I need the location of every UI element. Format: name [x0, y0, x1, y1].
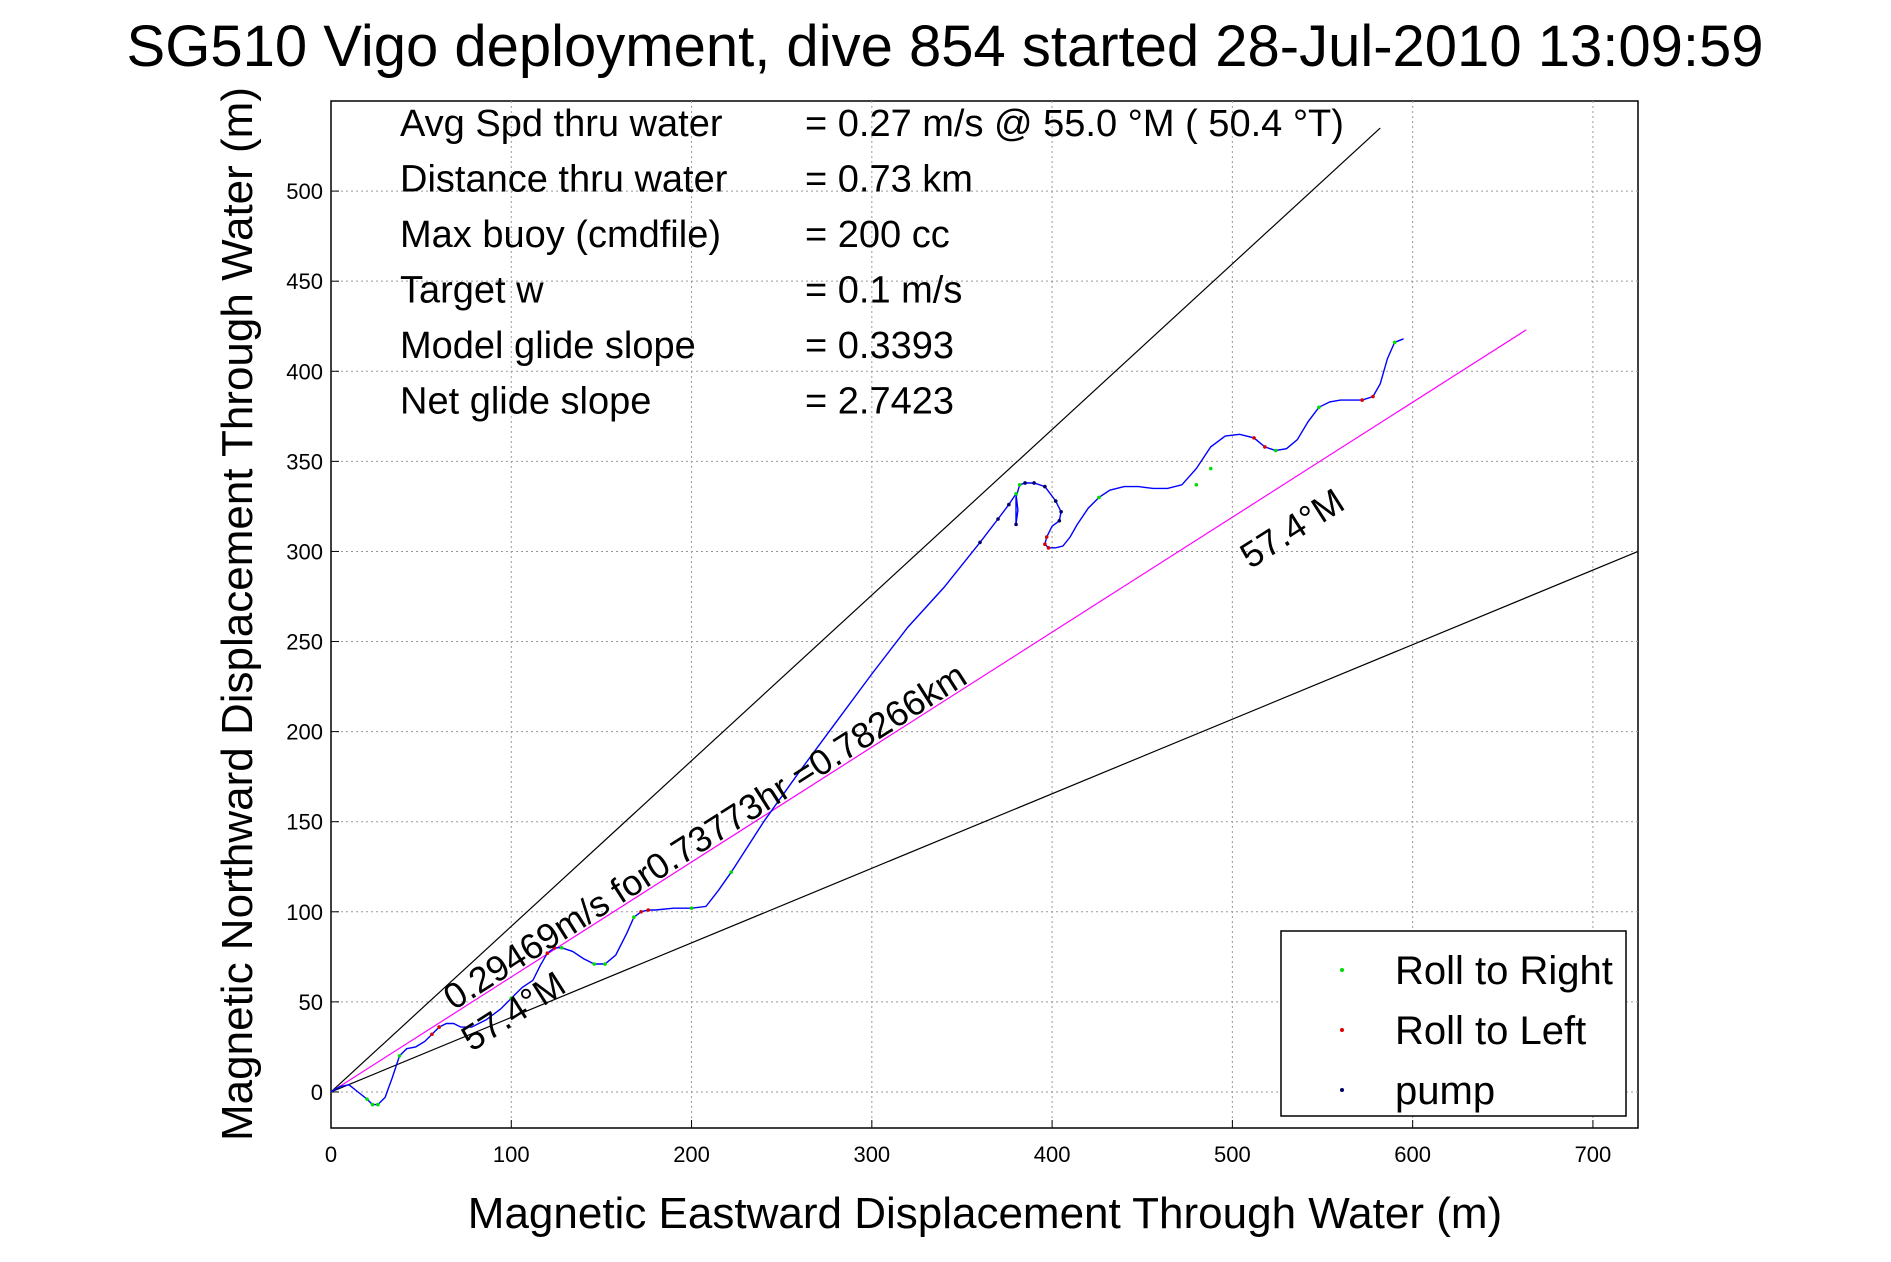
- tick-labels: 0 100 200 300 400 500 600 700 0 50 100 150 200 250 300…: [286, 179, 1611, 1167]
- marker-roll-to-right: [1208, 466, 1213, 471]
- y-tick-label: 450: [286, 269, 323, 294]
- legend: Roll to Right Roll to Left pump: [1280, 930, 1627, 1117]
- marker-roll-to-right: [376, 1102, 380, 1107]
- marker-roll-to-right: [1017, 482, 1022, 487]
- x-tick-label: 300: [853, 1142, 890, 1167]
- legend-marker-roll-to-right: [1340, 968, 1344, 972]
- x-tick-label: 700: [1575, 1142, 1612, 1167]
- marker-roll-to-right: [1014, 491, 1018, 496]
- y-tick-label: 50: [299, 990, 323, 1015]
- marker-pump: [996, 517, 1000, 521]
- marker-roll-to-left: [545, 951, 550, 956]
- legend-label-roll-to-right: Roll to Right: [1395, 949, 1613, 993]
- plot-area: [330, 100, 1639, 1129]
- stat-value: = 0.27 m/s @ 55.0 °M ( 50.4 °T): [805, 103, 1344, 145]
- x-axis-label: Magnetic Eastward Displacement Through W…: [468, 1189, 1502, 1238]
- x-tick-label: 100: [493, 1142, 530, 1167]
- marker-roll-to-right: [729, 870, 734, 874]
- marker-roll-to-left: [1046, 546, 1051, 550]
- y-tick-label: 350: [286, 449, 323, 474]
- annotations: 0.29469m/s for0.73773hr =0.78266km 57.4°M…: [436, 480, 1351, 1059]
- marker-roll-to-right: [592, 962, 597, 966]
- marker-roll-to-right: [632, 915, 636, 919]
- x-tick-label: 500: [1214, 1142, 1251, 1167]
- marker-roll-to-left: [437, 1025, 441, 1029]
- stat-label: Avg Spd thru water: [400, 103, 723, 145]
- legend-marker-pump: [1340, 1088, 1344, 1092]
- reference-line-heading-57.4M: [330, 329, 1527, 1093]
- marker-roll-to-left: [1360, 398, 1364, 402]
- stat-label: Max buoy (cmdfile): [400, 214, 721, 256]
- stat-label: Distance thru water: [400, 159, 728, 201]
- stat-value: = 0.73 km: [805, 159, 973, 201]
- stat-value: = 0.3393: [805, 325, 954, 367]
- marker-roll-to-right: [370, 1102, 375, 1107]
- marker-roll-to-left: [430, 1032, 434, 1037]
- marker-roll-to-right: [603, 962, 607, 966]
- stat-value: = 200 cc: [805, 214, 950, 256]
- marker-pump: [978, 540, 982, 545]
- annotation-2: 57.4°M: [1233, 480, 1352, 576]
- marker-roll-to-right: [689, 906, 694, 910]
- marker-pump: [1043, 484, 1047, 489]
- marker-roll-to-left: [552, 946, 557, 950]
- stat-label: Net glide slope: [400, 381, 651, 423]
- marker-roll-to-right: [509, 996, 514, 1001]
- legend-box: [1280, 930, 1627, 1117]
- marker-roll-to-right: [1194, 482, 1199, 487]
- marker-pump: [1032, 481, 1036, 485]
- annotation-0: 0.29469m/s for0.73773hr =0.78266km: [436, 654, 974, 1017]
- marker-pump: [1059, 510, 1063, 514]
- marker-roll-to-right: [1392, 340, 1397, 345]
- stats-block: Avg Spd thru water = 0.27 m/s @ 55.0 °M (…: [400, 103, 1344, 423]
- y-tick-label: 250: [286, 630, 323, 655]
- x-tick-label: 600: [1394, 1142, 1431, 1167]
- marker-roll-to-left: [1044, 535, 1049, 539]
- marker-roll-to-left: [646, 908, 651, 912]
- marker-roll-to-left: [1263, 445, 1267, 449]
- marker-roll-to-right: [1317, 405, 1321, 410]
- marker-pump: [1053, 499, 1058, 503]
- stat-value: = 0.1 m/s: [805, 270, 962, 312]
- marker-roll-to-left: [1043, 542, 1047, 547]
- y-tick-label: 300: [286, 539, 323, 564]
- marker-roll-to-left: [639, 909, 643, 914]
- stat-value: = 2.7423: [805, 381, 954, 423]
- marker-pump: [1007, 502, 1011, 507]
- y-tick-label: 0: [311, 1080, 323, 1105]
- marker-roll-to-right: [1097, 495, 1101, 500]
- reference-line-lower-bound: [330, 550, 1639, 1093]
- x-tick-label: 200: [673, 1142, 710, 1167]
- legend-marker-roll-to-left: [1340, 1028, 1344, 1032]
- series-markers: [365, 340, 1397, 1107]
- legend-label-roll-to-left: Roll to Left: [1395, 1009, 1586, 1053]
- reference-lines: [330, 127, 1639, 1093]
- marker-pump: [1023, 481, 1027, 485]
- x-tick-label: 0: [325, 1142, 337, 1167]
- legend-label-pump: pump: [1395, 1069, 1495, 1113]
- stat-label: Target w: [400, 270, 544, 312]
- marker-pump: [1014, 522, 1018, 527]
- y-tick-label: 500: [286, 179, 323, 204]
- marker-roll-to-right: [559, 946, 564, 950]
- marker-pump: [1057, 519, 1062, 523]
- x-tick-label: 400: [1034, 1142, 1071, 1167]
- y-tick-label: 200: [286, 720, 323, 745]
- y-tick-label: 150: [286, 810, 323, 835]
- chart-title: SG510 Vigo deployment, dive 854 started …: [127, 14, 1764, 79]
- marker-roll-to-right: [1273, 448, 1278, 453]
- y-tick-label: 100: [286, 900, 323, 925]
- marker-roll-to-left: [1252, 436, 1256, 440]
- marker-roll-to-right: [397, 1054, 402, 1058]
- y-axis-label: Magnetic Northward Displacement Through …: [213, 87, 262, 1141]
- y-tick-label: 400: [286, 359, 323, 384]
- reference-line-upper-bound: [330, 127, 1381, 1093]
- marker-roll-to-right: [365, 1097, 369, 1101]
- stat-label: Model glide slope: [400, 325, 696, 367]
- marker-roll-to-left: [1371, 394, 1375, 399]
